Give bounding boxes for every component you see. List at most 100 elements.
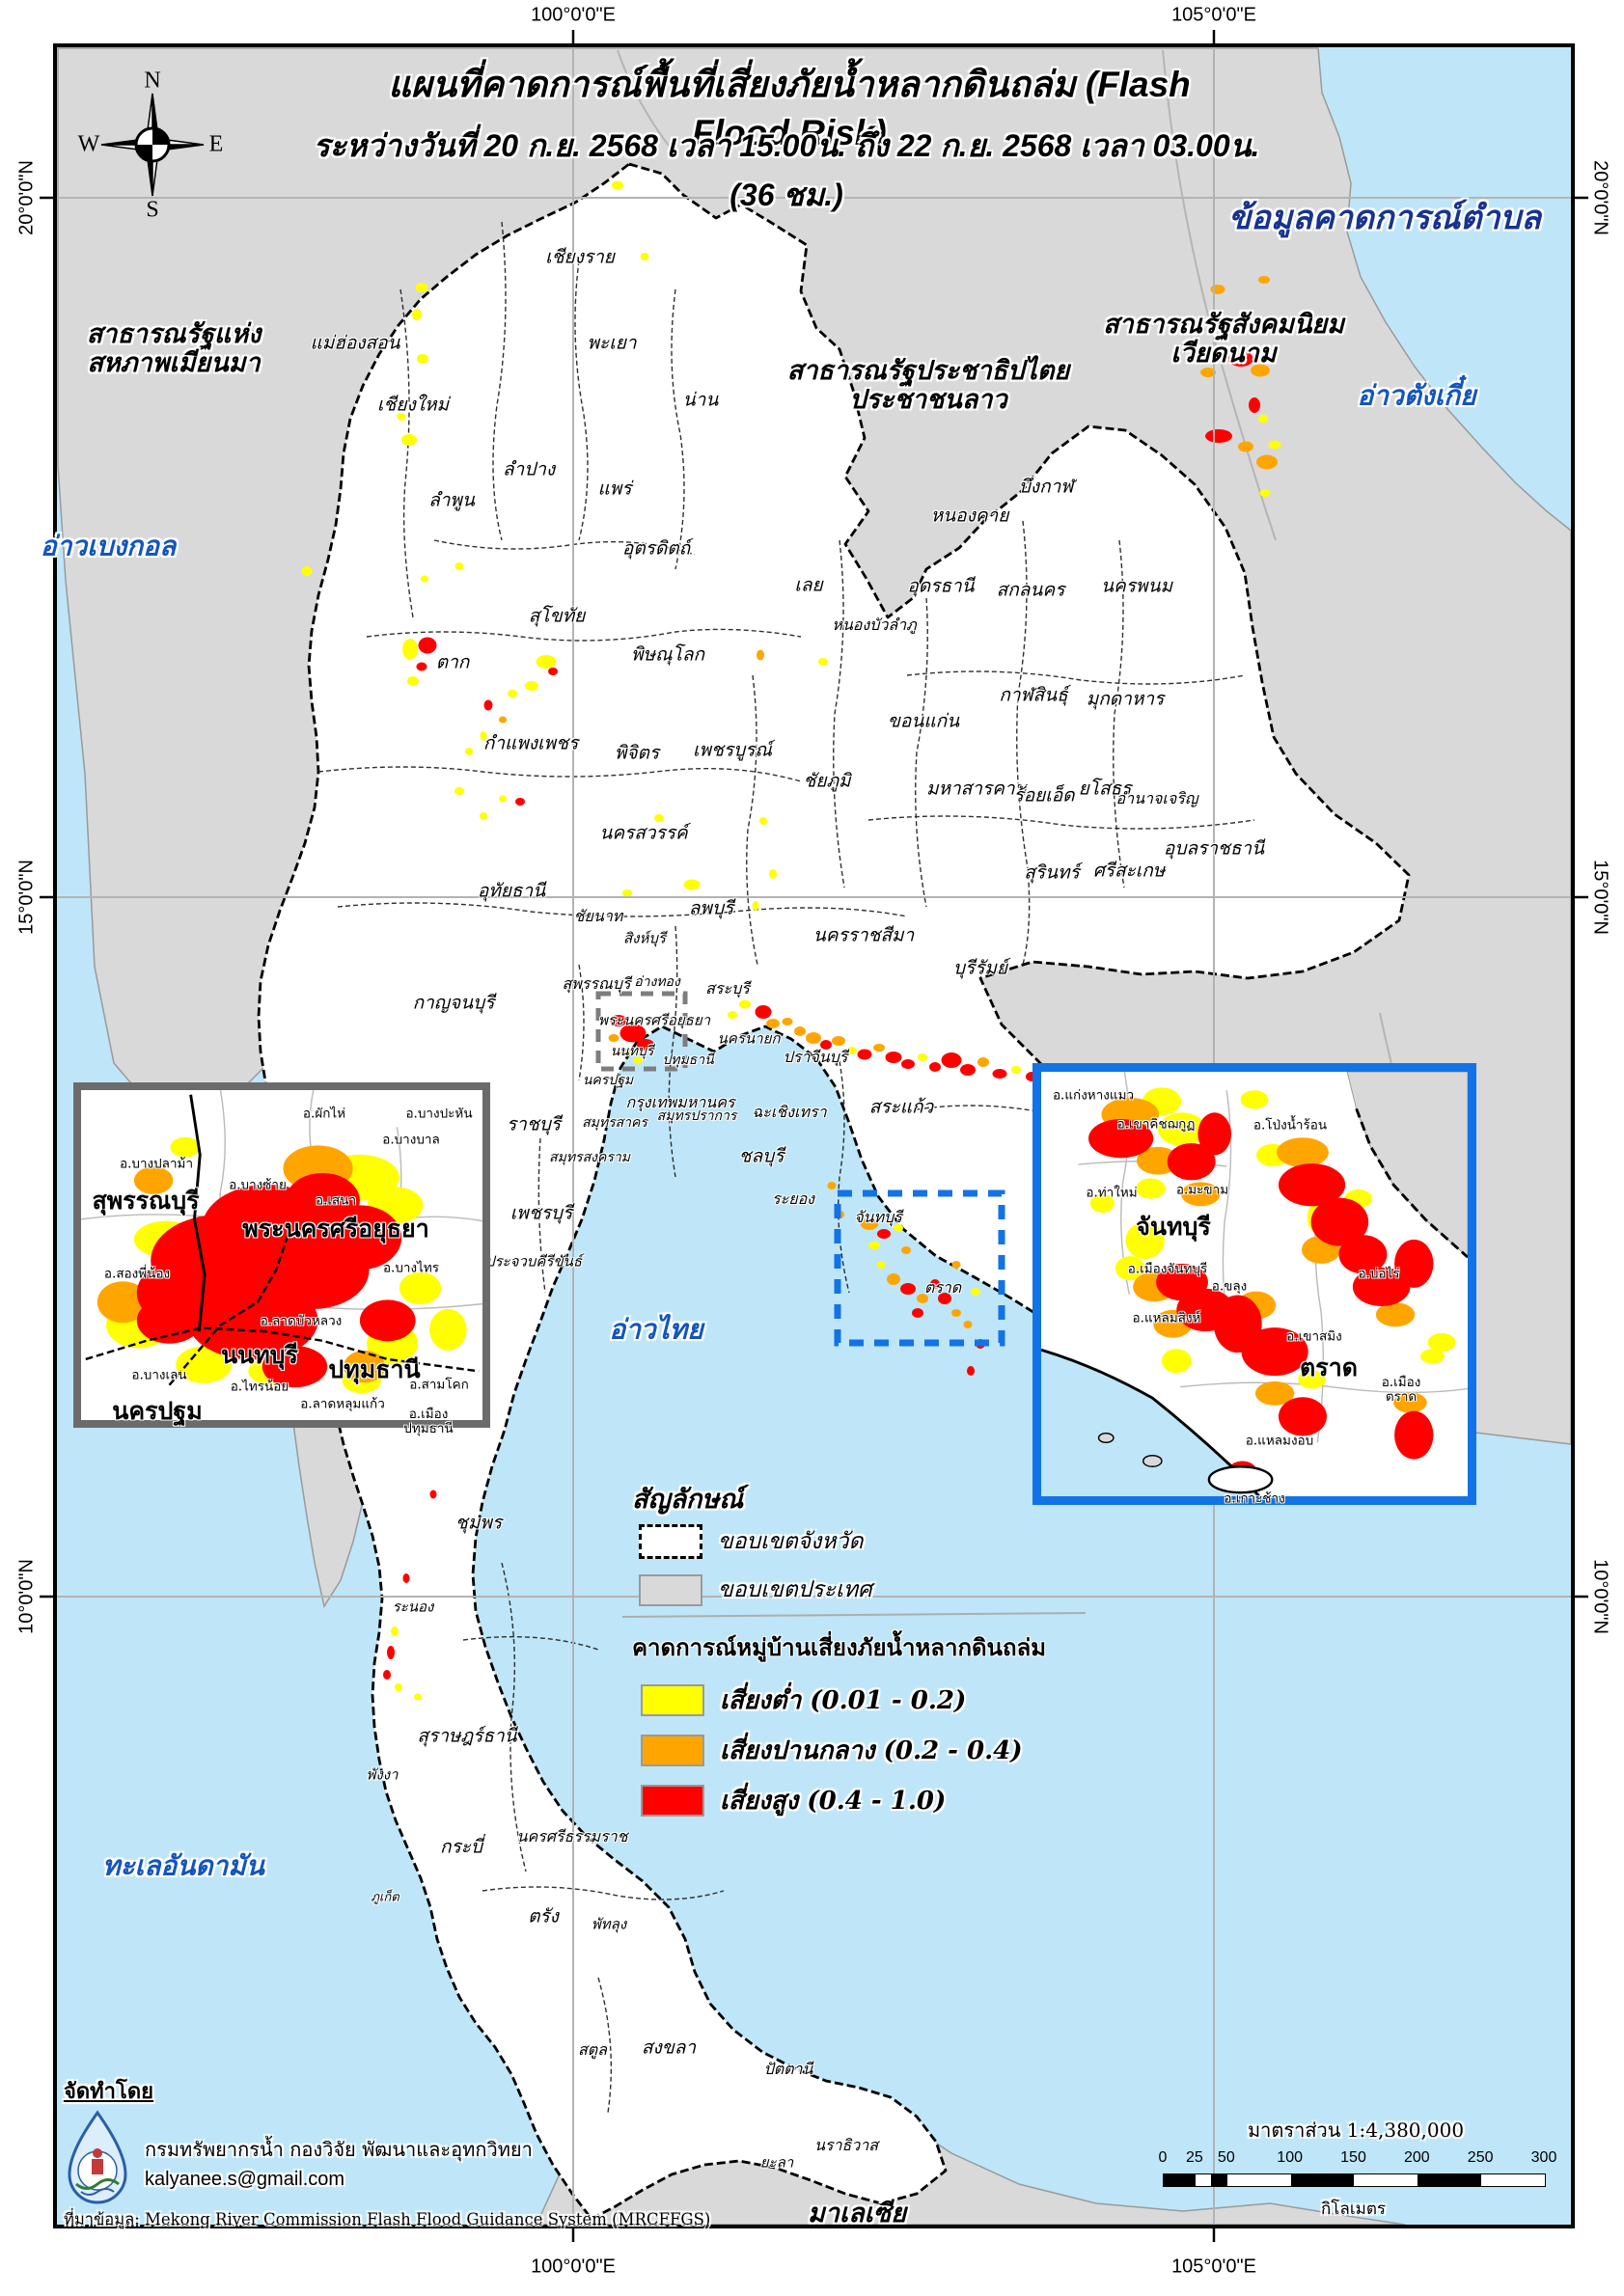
risk-patch [536,655,557,669]
risk-patch [429,1308,467,1351]
district-label: อ.เกาะช้าง [1224,1490,1285,1507]
risk-patch [963,1321,973,1328]
risk-legend-title: คาดการณ์หมู่บ้านเสี่ยงภัยน้ำหลากดินถล่ม [632,1633,1047,1661]
risk-level-row: เสี่ยงสูง (0.4 - 1.0) [641,1775,1023,1825]
risk-patch [1278,1163,1346,1207]
compass-star-icon [100,93,205,197]
district-label: อ.บางบาล [382,1132,440,1148]
risk-patch [454,562,464,570]
risk-patch [499,716,507,724]
risk-patch [951,1309,961,1317]
scalebar-tick: 25 [1186,2149,1203,2166]
risk-patch [951,1261,961,1269]
scalebar-tick: 250 [1467,2149,1494,2166]
risk-patch [1249,397,1260,413]
risk-patch [412,309,422,320]
risk-patch [1338,1235,1388,1274]
scalebar-tick: 0 [1158,2149,1168,2166]
compass-w: W [77,131,100,157]
risk-patch [608,1034,619,1042]
district-label: อ.ขลุง [1211,1278,1248,1295]
inset1-risk-patches [96,1136,467,1394]
country-boundary-swatch [639,1573,702,1606]
risk-patch [887,1273,900,1285]
risk-patch [877,1229,891,1239]
risk-patch [548,668,558,675]
risk-patch [1254,1380,1295,1406]
district-label: อ.เสนา [315,1192,357,1209]
risk-patch [1089,1193,1115,1214]
inset2-label-layer: อ.แก่งหางแมว อ.เขาคิชฌกูฏ อ.โป่งน้ำร้อน อ.ท… [1041,1072,1468,1506]
risk-patch [1238,441,1253,452]
district-label: อ.เมืองจันทบุรี [1127,1261,1208,1277]
inset-map-ayutthaya: อ.ผักไห่ อ.บางปะหัน อ.บางบาล อ.บางปลาม้า อ.บ… [73,1082,490,1436]
risk-patch [1258,276,1270,284]
district-label: ปทุมธานี [328,1355,421,1383]
risk-patch [739,999,751,1009]
district-label: อ.เมืองตราด [1381,1374,1421,1405]
credits-email[interactable]: kalyanee.s@gmail.com [145,2169,345,2190]
credits-heading: จัดทำโดย [64,2079,154,2104]
district-label: อ.โป่งน้ำร้อน [1252,1117,1328,1134]
trat-extent-box [834,1189,1005,1347]
risk-patch [429,1490,437,1499]
province-borders [317,221,1255,2114]
scalebar-segment [1354,2174,1418,2186]
coord-bottom-105e: 105°0'0"E [1171,2255,1256,2278]
risk-patch [1136,1178,1166,1199]
risk-patch [1167,1142,1216,1181]
coord-left-20n: 20°0'0"N [15,160,38,235]
risk-patch [359,1299,416,1342]
legend-province-boundary: ขอบเขตจังหวัด [639,1524,863,1559]
district-label: อ.บางปะหัน [405,1106,473,1122]
risk-patch [806,1032,821,1044]
district-label: อ.เขาคิชฌกูฏ [1116,1116,1196,1133]
risk-patch [728,1011,737,1019]
risk-level-label: เสี่ยงปานกลาง (0.2 - 0.4) [720,1736,1023,1765]
risk-patch [383,1670,391,1680]
scalebar-segment [1195,2174,1212,2186]
risk-patch [1427,1332,1456,1353]
risk-patch [1251,364,1270,377]
ayutthaya-extent-box [595,991,688,1072]
district-label: อ.มะขาม [1175,1182,1229,1198]
scalebar-segment [1418,2174,1482,2186]
risk-patch [794,1026,806,1036]
district-label: อ.เขาสมิง [1286,1328,1342,1345]
risk-patch [525,681,538,691]
district-label: อ.ท่าใหม่ [1086,1185,1138,1201]
district-label: อ.ไทรน้อย [230,1379,289,1395]
risk-patch [847,1047,857,1054]
district-label: อ.สามโคก [409,1377,469,1393]
risk-patch [261,1346,328,1388]
risk-patch [187,1281,318,1360]
risk-patch [1352,1267,1411,1307]
risk-patch [900,1283,916,1295]
risk-patch-layer [301,180,1281,1701]
risk-patch [1419,1349,1445,1364]
credits-block: จัดทำโดย กรมทรัพยากรน้ำ กองวิจัย พัฒนาแล… [64,2074,662,2204]
risk-patch [619,1024,647,1043]
risk-patch [407,676,419,686]
risk-patch [1256,454,1278,470]
district-label: อ.ผักไห่ [302,1106,346,1122]
legend-symbols-title: สัญลักษณ์ [632,1485,744,1515]
compass-e: E [208,131,224,157]
risk-patch [1205,429,1232,443]
risk-patch [912,1308,923,1318]
risk-legend-rows: เสี่ยงต่ำ (0.01 - 0.2) เสี่ยงปานกลาง (0.2… [641,1675,1023,1825]
legend-country-boundary: ขอบเขตประเทศ [639,1572,872,1607]
risk-patch [344,1350,386,1383]
risk-patch [391,1626,399,1636]
coord-right-20n: 20°0'0"N [1589,160,1611,235]
risk-patch [499,795,507,803]
district-label: ตราด [1300,1353,1358,1381]
risk-patch [960,1064,976,1076]
risk-patch [637,1039,654,1051]
risk-patch [1394,1410,1434,1460]
risk-patch [1197,1112,1231,1156]
risk-patch [1241,1327,1308,1377]
risk-level-swatch [641,1734,704,1766]
risk-patch [861,1218,878,1230]
